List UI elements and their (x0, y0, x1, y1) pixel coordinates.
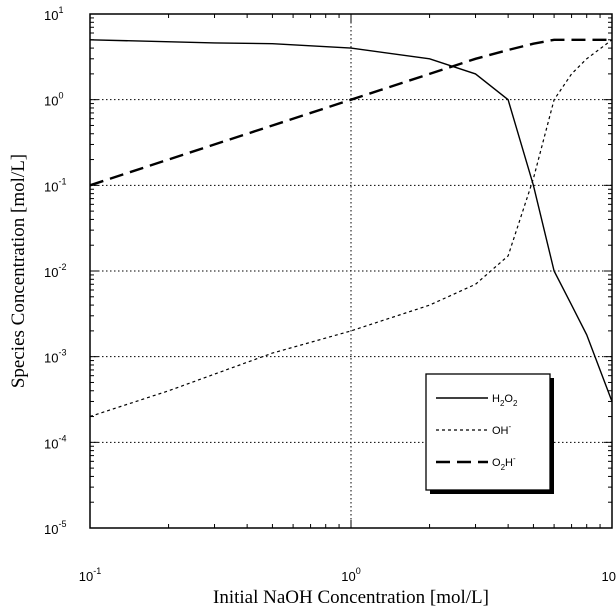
y-tick-label-4: 10-3 (44, 348, 66, 366)
y-tick-labels: 101 100 10-1 10-2 10-3 10-4 10-5 (44, 5, 66, 537)
legend-label-0: H2O2 (492, 393, 518, 408)
legend-label-2: O2H- (492, 454, 516, 472)
series-line-1 (89, 39, 613, 418)
legend-label-1: OH- (492, 422, 512, 437)
plot-frame (89, 13, 613, 529)
x-tick-labels: 10-1 100 10 (79, 566, 616, 584)
x-axis-label: Initial NaOH Concentration [mol/L] (213, 587, 489, 608)
y-axis-label: Species Concentration [mol/L] (8, 154, 29, 388)
y-tick-label-6: 10-5 (44, 519, 66, 537)
legend-box (425, 373, 551, 491)
y-tick-label-0: 101 (44, 5, 63, 23)
series-line-0 (89, 39, 613, 402)
series-layer (89, 38, 613, 418)
y-tick-label-3: 10-2 (44, 262, 66, 280)
x-tick-label-1: 100 (341, 566, 360, 584)
y-tick-label-1: 100 (44, 91, 63, 109)
x-tick-label-0: 10-1 (79, 566, 101, 584)
y-tick-label-2: 10-1 (44, 176, 66, 194)
legend: H2O2 OH- O2H- (425, 373, 554, 494)
series-line-2 (89, 38, 612, 187)
x-tick-label-2: 10 (602, 569, 616, 584)
y-tick-label-5: 10-4 (44, 433, 66, 451)
